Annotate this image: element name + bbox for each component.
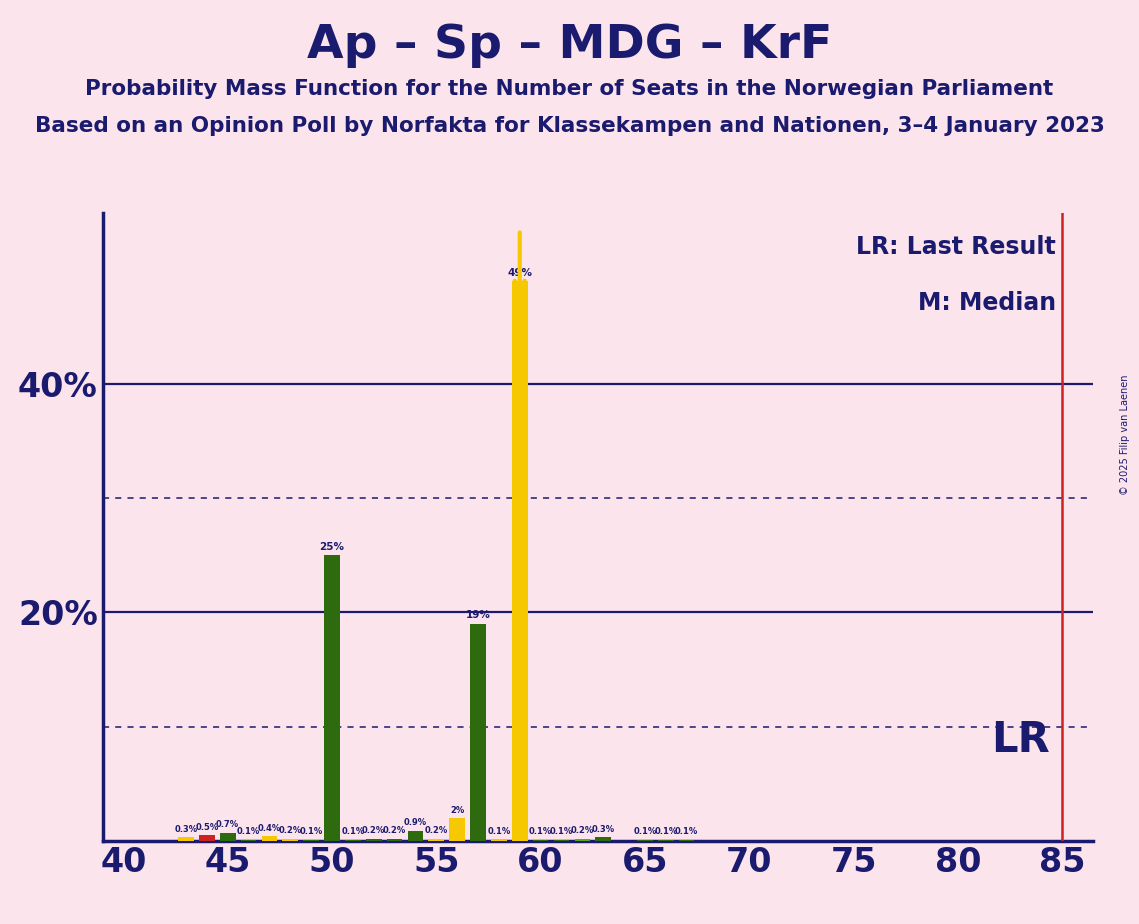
Text: 0.2%: 0.2% bbox=[383, 826, 407, 835]
Bar bbox=[240, 840, 256, 841]
Bar bbox=[470, 624, 486, 841]
Text: LR: Last Result: LR: Last Result bbox=[857, 235, 1056, 259]
Text: 0.1%: 0.1% bbox=[654, 827, 678, 836]
Bar bbox=[574, 839, 590, 841]
Bar bbox=[449, 818, 465, 841]
Text: 0.2%: 0.2% bbox=[571, 826, 593, 835]
Bar bbox=[637, 840, 653, 841]
Text: 0.1%: 0.1% bbox=[342, 827, 364, 836]
Text: M: Median: M: Median bbox=[918, 291, 1056, 315]
Text: 25%: 25% bbox=[319, 541, 344, 552]
Text: 0.2%: 0.2% bbox=[425, 826, 448, 835]
Bar bbox=[345, 840, 361, 841]
Text: 0.3%: 0.3% bbox=[591, 825, 615, 834]
Bar bbox=[491, 840, 507, 841]
Text: 0.1%: 0.1% bbox=[528, 827, 552, 836]
Text: Ap – Sp – MDG – KrF: Ap – Sp – MDG – KrF bbox=[306, 23, 833, 68]
Text: Based on an Opinion Poll by Norfakta for Klassekampen and Nationen, 3–4 January : Based on an Opinion Poll by Norfakta for… bbox=[34, 116, 1105, 136]
Text: 19%: 19% bbox=[466, 611, 491, 620]
Text: 0.9%: 0.9% bbox=[404, 818, 427, 827]
Bar bbox=[325, 555, 339, 841]
Bar bbox=[511, 281, 527, 841]
Text: 0.5%: 0.5% bbox=[195, 822, 219, 832]
Bar bbox=[220, 833, 236, 841]
Text: LR: LR bbox=[991, 719, 1050, 761]
Text: 0.1%: 0.1% bbox=[633, 827, 656, 836]
Text: Probability Mass Function for the Number of Seats in the Norwegian Parliament: Probability Mass Function for the Number… bbox=[85, 79, 1054, 99]
Text: 0.1%: 0.1% bbox=[675, 827, 698, 836]
Bar bbox=[199, 835, 214, 841]
Text: 49%: 49% bbox=[507, 268, 532, 277]
Text: 0.7%: 0.7% bbox=[216, 821, 239, 830]
Text: 0.1%: 0.1% bbox=[237, 827, 260, 836]
Bar bbox=[303, 840, 319, 841]
Bar bbox=[282, 839, 298, 841]
Text: 0.1%: 0.1% bbox=[487, 827, 510, 836]
Bar bbox=[596, 837, 611, 841]
Text: 2%: 2% bbox=[450, 806, 465, 815]
Bar bbox=[408, 831, 424, 841]
Text: 0.3%: 0.3% bbox=[174, 825, 197, 834]
Text: 0.4%: 0.4% bbox=[257, 824, 281, 833]
Text: 0.2%: 0.2% bbox=[362, 826, 385, 835]
Bar bbox=[658, 840, 673, 841]
Bar bbox=[679, 840, 695, 841]
Bar bbox=[178, 837, 194, 841]
Text: 0.1%: 0.1% bbox=[300, 827, 322, 836]
Text: © 2025 Filip van Laenen: © 2025 Filip van Laenen bbox=[1121, 374, 1130, 494]
Bar bbox=[428, 839, 444, 841]
Text: 0.2%: 0.2% bbox=[279, 826, 302, 835]
Bar bbox=[387, 839, 402, 841]
Bar bbox=[262, 836, 277, 841]
Bar bbox=[554, 840, 570, 841]
Bar bbox=[533, 840, 548, 841]
Bar bbox=[366, 839, 382, 841]
Text: 0.1%: 0.1% bbox=[550, 827, 573, 836]
